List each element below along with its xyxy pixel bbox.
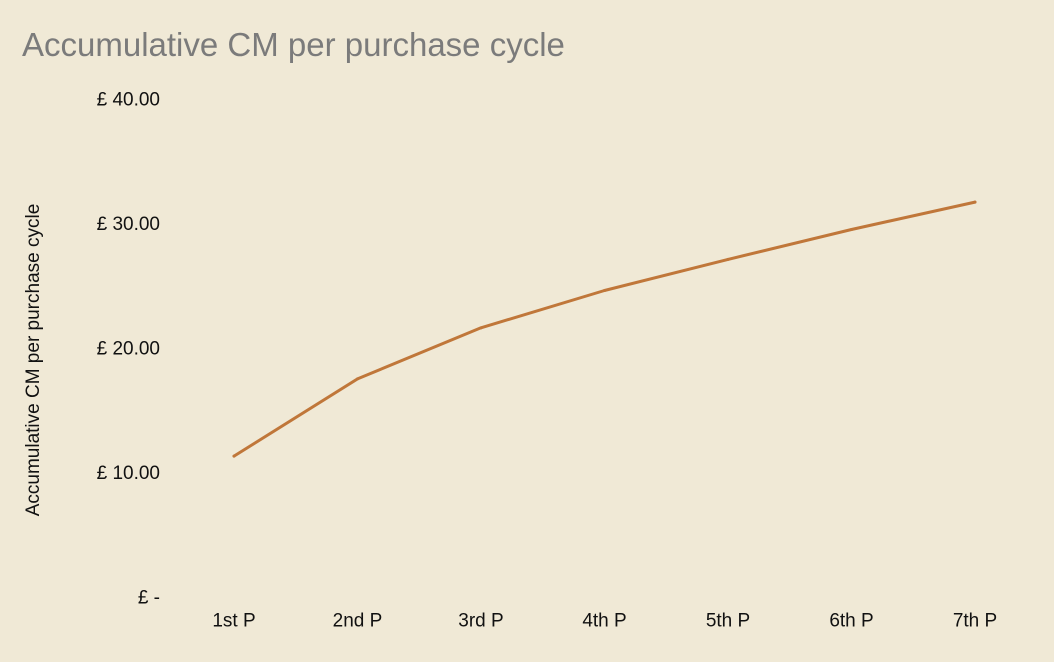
y-tick-label: £ 10.00 <box>97 463 160 484</box>
data-point <box>850 227 853 231</box>
series-line <box>232 200 977 458</box>
x-tick-label: 4th P <box>582 611 626 632</box>
x-tick-label: 5th P <box>706 611 750 632</box>
x-tick-label: 3rd P <box>458 611 503 632</box>
x-tick-group: 1st P 2nd P 3rd P 4th P 5th P 6th P 7th P <box>212 611 997 632</box>
chart-title: Accumulative CM per purchase cycle <box>22 26 565 63</box>
y-tick-label: £ - <box>138 588 160 609</box>
y-tick-label: £ 20.00 <box>97 339 160 360</box>
y-tick-group: £ - £ 10.00 £ 20.00 £ 30.00 £ 40.00 <box>97 90 160 609</box>
data-point <box>603 288 606 292</box>
data-point <box>479 326 483 330</box>
series-group <box>232 200 977 458</box>
x-tick-label: 6th P <box>829 611 873 632</box>
data-point <box>726 257 730 261</box>
data-point <box>356 377 359 381</box>
x-tick-label: 1st P <box>212 611 255 632</box>
x-tick-label: 7th P <box>953 611 997 632</box>
data-point <box>232 454 236 458</box>
x-tick-label: 2nd P <box>333 611 383 632</box>
y-tick-label: £ 40.00 <box>97 90 160 111</box>
data-point <box>973 200 977 204</box>
y-tick-label: £ 30.00 <box>97 214 160 235</box>
